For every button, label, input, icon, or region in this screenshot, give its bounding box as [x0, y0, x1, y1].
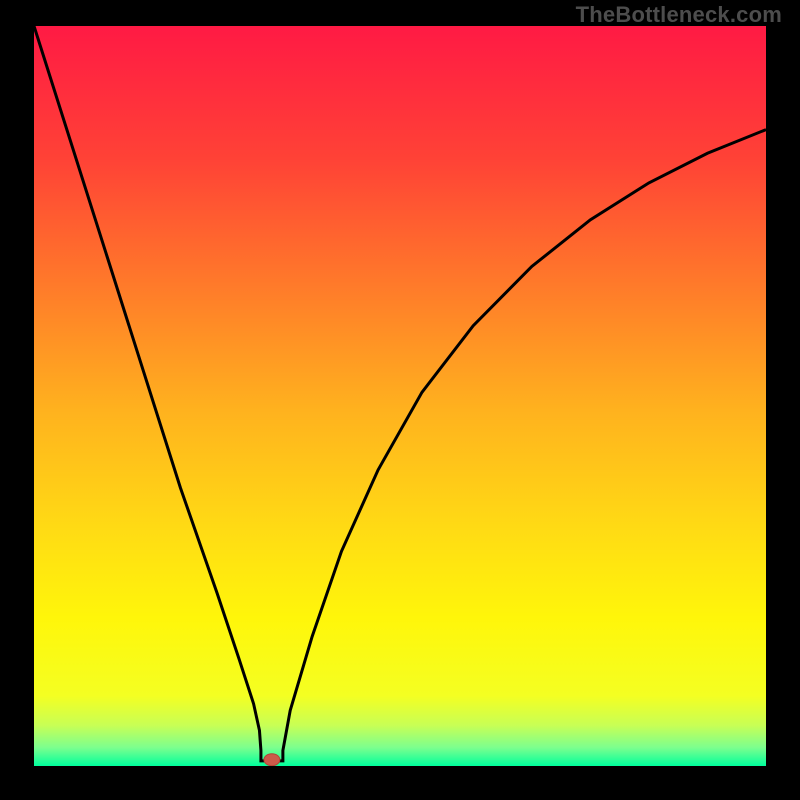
- chart-frame: TheBottleneck.com: [0, 0, 800, 800]
- watermark-text: TheBottleneck.com: [576, 2, 782, 28]
- plot-area: [34, 26, 766, 766]
- optimum-marker: [264, 754, 280, 766]
- chart-background: [34, 26, 766, 766]
- bottleneck-chart: [34, 26, 766, 766]
